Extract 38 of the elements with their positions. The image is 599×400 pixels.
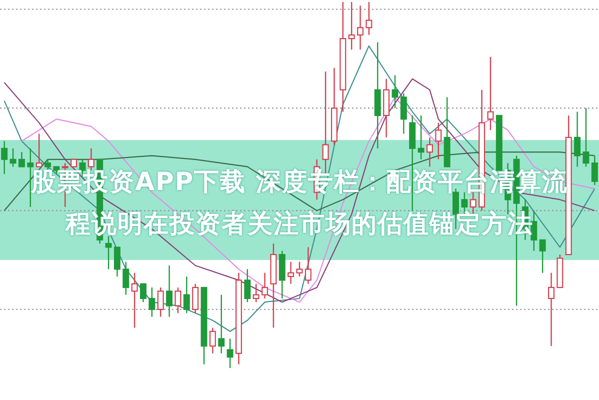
candlestick xyxy=(244,268,251,303)
candlestick xyxy=(148,286,156,318)
candlestick xyxy=(418,114,424,160)
candlestick xyxy=(435,122,442,160)
candlestick xyxy=(262,272,268,300)
candlestick xyxy=(209,327,216,354)
candlestick xyxy=(18,151,25,168)
candlestick xyxy=(400,92,407,134)
candlestick xyxy=(122,261,130,296)
candlestick xyxy=(591,155,598,186)
candlestick xyxy=(131,272,138,328)
candlestick xyxy=(574,111,581,168)
candlestick xyxy=(36,133,42,168)
candlestick xyxy=(166,264,173,318)
candlestick xyxy=(426,136,433,168)
candlestick xyxy=(10,148,16,168)
candlestick xyxy=(487,56,494,131)
candlestick xyxy=(304,246,312,284)
candlestick xyxy=(348,1,355,50)
candlestick xyxy=(366,1,372,36)
candlestick xyxy=(114,246,120,278)
candlestick xyxy=(105,236,112,270)
candlestick xyxy=(288,261,294,284)
candlestick xyxy=(1,140,8,175)
candlestick xyxy=(183,276,190,314)
candlestick xyxy=(582,108,590,168)
candlestick xyxy=(548,272,554,347)
candlestick xyxy=(140,283,146,303)
candlestick xyxy=(174,286,182,314)
candlestick xyxy=(357,5,364,50)
candlestick xyxy=(192,283,199,314)
candlestick xyxy=(539,239,546,274)
candlestick xyxy=(226,338,234,369)
candlestick xyxy=(296,261,303,278)
candlestick xyxy=(252,283,260,303)
candlestick xyxy=(218,294,225,354)
candlestick xyxy=(157,286,164,318)
candlestick xyxy=(392,74,398,109)
